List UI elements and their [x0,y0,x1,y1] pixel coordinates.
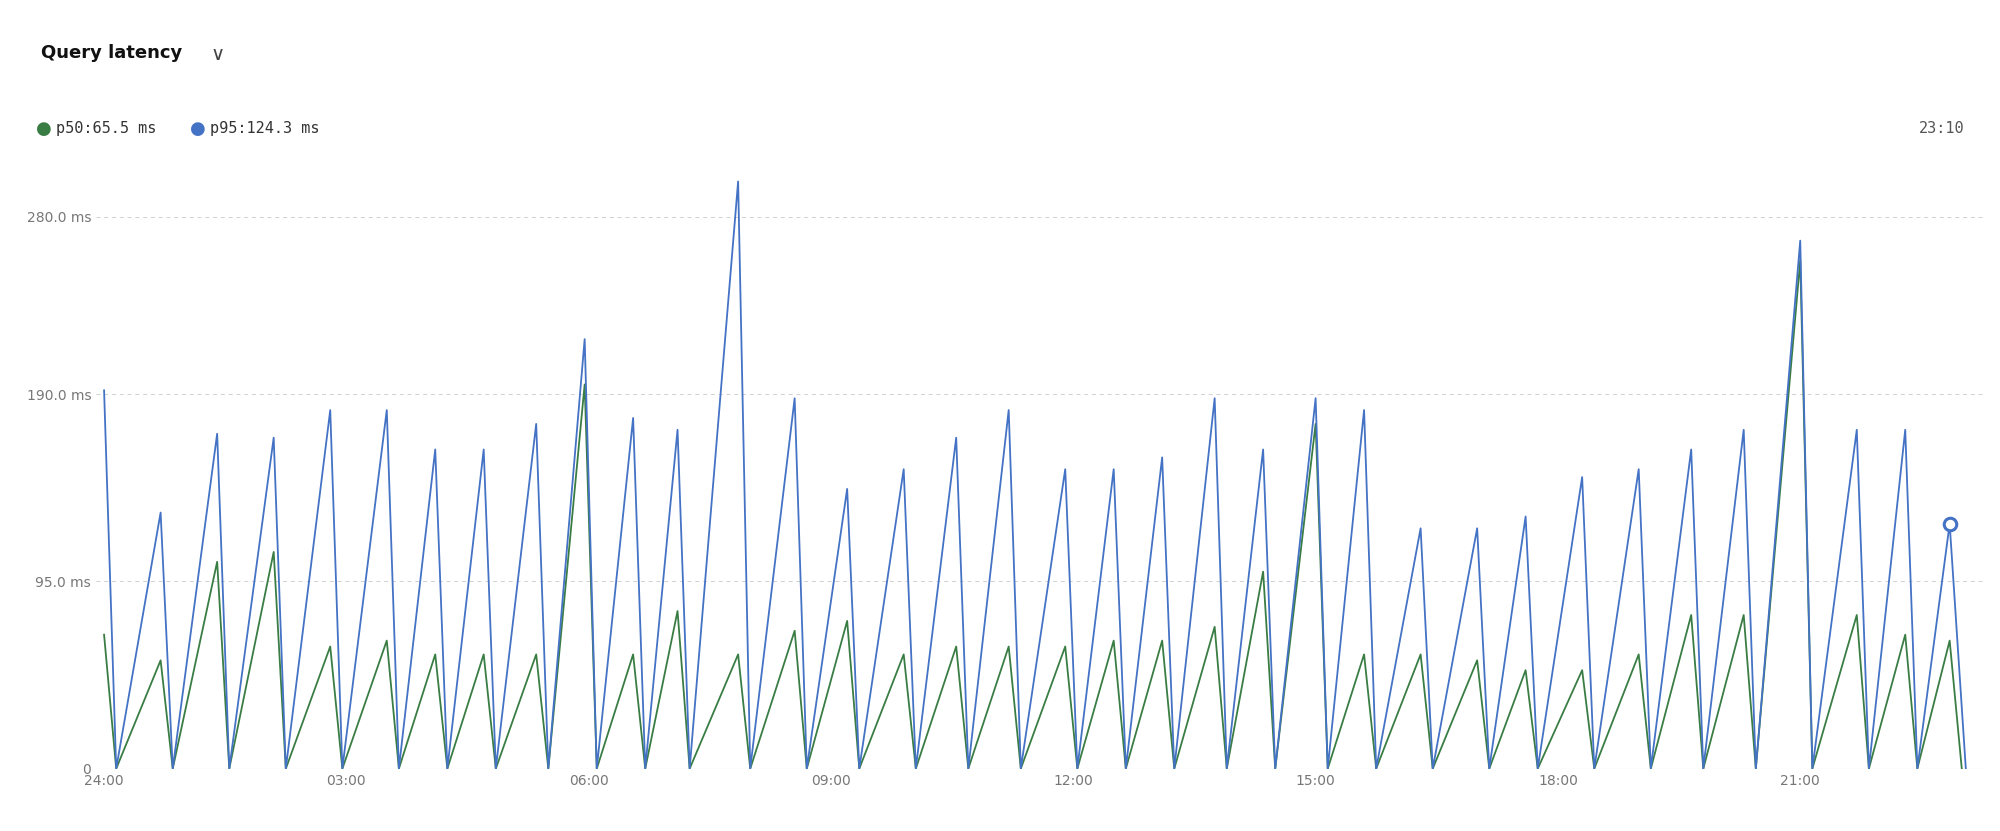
Text: 23:10: 23:10 [1918,121,1964,136]
Text: Query latency: Query latency [40,44,182,62]
Text: ●: ● [190,120,206,138]
Text: ∨: ∨ [210,45,224,64]
Text: p50:65.5 ms: p50:65.5 ms [56,121,156,136]
Text: p95:124.3 ms: p95:124.3 ms [210,121,320,136]
Text: ●: ● [36,120,52,138]
FancyBboxPatch shape [10,15,268,91]
